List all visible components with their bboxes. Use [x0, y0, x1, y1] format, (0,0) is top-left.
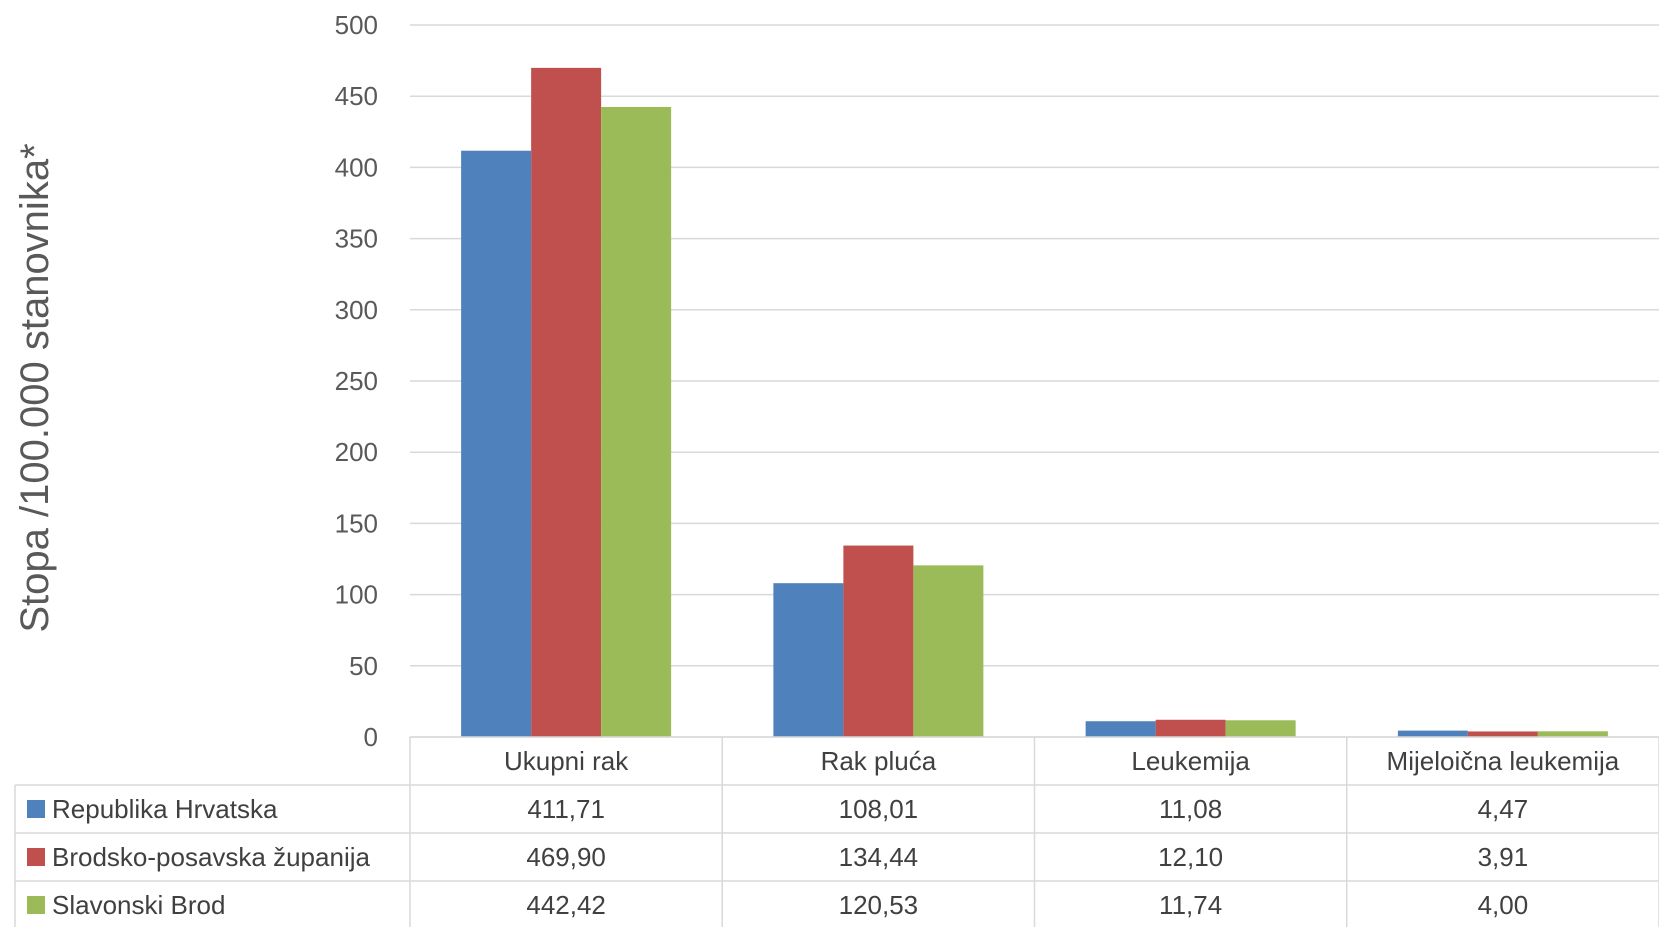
y-tick-label: 350	[335, 224, 378, 254]
y-tick-label: 150	[335, 508, 378, 538]
y-axis-ticks: 0 50 100 150 200 250 300 350 400 450 500	[335, 10, 378, 752]
y-tick-label: 200	[335, 437, 378, 467]
data-label: 4,47	[1478, 794, 1529, 824]
y-axis-label: Stopa /100.000 stanovnika*	[13, 143, 57, 632]
y-tick-label: 400	[335, 152, 378, 182]
bar	[1225, 720, 1296, 737]
y-tick-label: 500	[335, 10, 378, 40]
data-label: 134,44	[839, 842, 919, 872]
legend-swatch	[27, 848, 45, 866]
bar	[913, 565, 984, 737]
data-label: 108,01	[839, 794, 919, 824]
y-tick-label: 50	[349, 651, 378, 681]
data-label: 12,10	[1158, 842, 1223, 872]
data-label: 11,74	[1159, 890, 1222, 920]
bar	[1397, 730, 1468, 737]
x-tick-label: Mijeloična leukemija	[1387, 746, 1620, 776]
bar	[601, 106, 672, 738]
data-table: Ukupni rak Rak pluća Leukemija Mijeloična l…	[14, 736, 1659, 927]
data-label: 469,90	[526, 842, 606, 872]
x-tick-label: Leukemija	[1131, 746, 1250, 776]
y-tick-label: 300	[335, 295, 378, 325]
bar	[531, 67, 602, 737]
data-label: 442,42	[526, 890, 606, 920]
data-label: 4,00	[1478, 890, 1529, 920]
bar	[1155, 719, 1226, 737]
bar	[461, 150, 532, 737]
legend-series-name: Slavonski Brod	[52, 890, 225, 920]
x-tick-label: Rak pluća	[821, 746, 937, 776]
x-tick-label: Ukupni rak	[504, 746, 629, 776]
data-label: 120,53	[839, 890, 919, 920]
legend-series-name: Republika Hrvatska	[52, 794, 278, 824]
data-label: 11,08	[1159, 794, 1222, 824]
y-tick-label: 0	[364, 722, 378, 752]
legend-series-name: Brodsko-posavska županija	[52, 842, 370, 872]
legend-swatch	[27, 800, 45, 818]
bars	[461, 67, 1608, 738]
y-tick-label: 450	[335, 81, 378, 111]
legend-swatch	[27, 896, 45, 914]
bar	[843, 545, 914, 737]
y-tick-label: 100	[335, 580, 378, 610]
data-label: 411,71	[527, 794, 605, 824]
bar	[1085, 721, 1156, 737]
bar	[1537, 731, 1608, 737]
bar	[1467, 731, 1538, 737]
bar	[773, 583, 844, 737]
data-label: 3,91	[1478, 842, 1529, 872]
y-tick-label: 250	[335, 366, 378, 396]
